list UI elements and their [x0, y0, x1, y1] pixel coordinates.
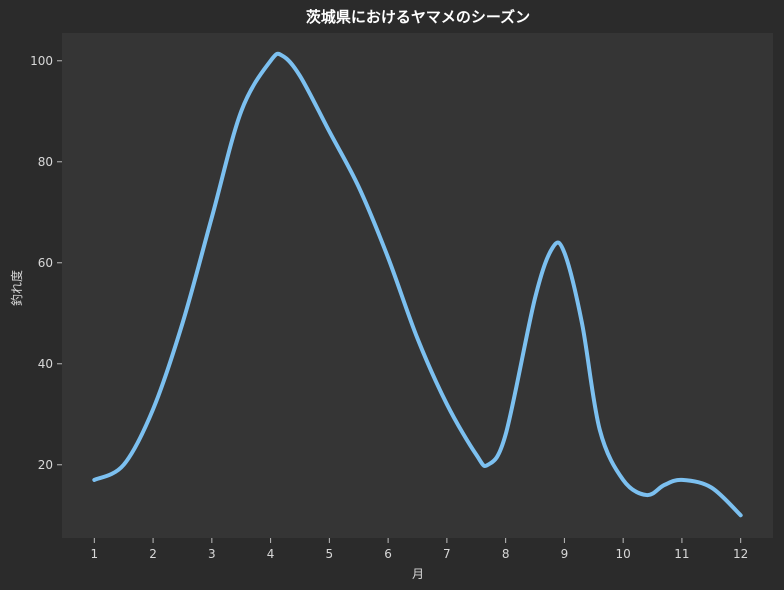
x-tick-label: 3 [208, 547, 216, 561]
y-tick-label: 20 [38, 458, 53, 472]
x-tick-label: 9 [561, 547, 569, 561]
x-axis-label: 月 [412, 567, 424, 581]
y-axis-label: 釣れ度 [9, 270, 24, 306]
x-tick-label: 5 [326, 547, 334, 561]
y-tick-label: 40 [38, 357, 53, 371]
y-tick-label: 80 [38, 155, 53, 169]
chart-title: 茨城県におけるヤマメのシーズン [306, 8, 530, 26]
x-tick-label: 4 [267, 547, 275, 561]
series-layer [92, 51, 743, 518]
x-tick-label: 2 [149, 547, 157, 561]
x-tick-label: 8 [502, 547, 510, 561]
y-tick-label: 60 [38, 256, 53, 270]
x-tick-label: 7 [443, 547, 451, 561]
x-axis: 1 2 3 4 5 6 7 8 9 10 11 12 [90, 538, 748, 561]
x-tick-label: 1 [90, 547, 98, 561]
y-tick-label: 100 [30, 54, 53, 68]
x-tick-label: 11 [674, 547, 689, 561]
x-tick-label: 10 [616, 547, 631, 561]
series-line [92, 51, 743, 518]
plot-area [62, 33, 773, 538]
x-tick-label: 6 [384, 547, 392, 561]
x-tick-label: 12 [733, 547, 748, 561]
y-axis: 20 40 60 80 100 [30, 54, 62, 472]
